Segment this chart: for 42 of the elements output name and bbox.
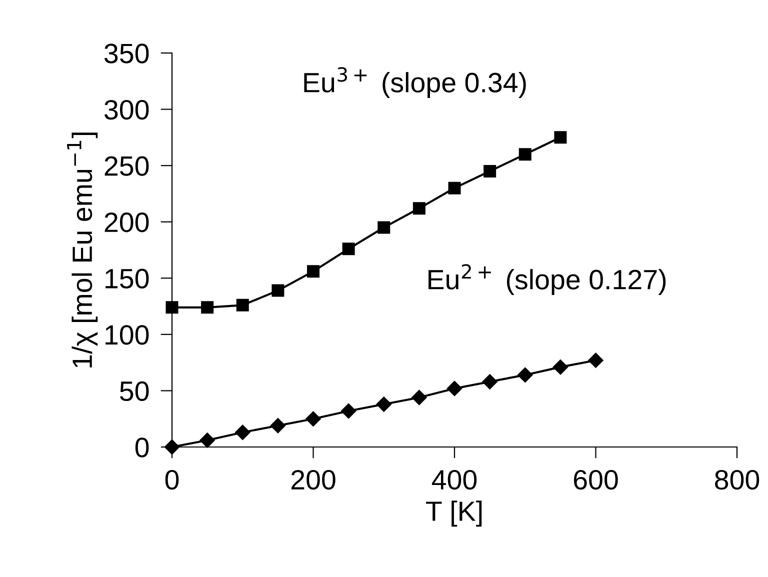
point [518,148,532,161]
point [164,439,180,455]
point [588,352,604,368]
point [412,202,426,215]
point [446,380,462,396]
y-tick-label: 100 [106,325,149,345]
point [376,396,392,412]
y-tick-label: 300 [104,100,149,120]
annotation: Eu$^{3+}$ (slope 0.34) [304,67,526,98]
y-axis-title: 1/χ [mol Eu emu$^{−1}$] [67,132,98,368]
point [166,301,178,314]
x-tick-label: 800 [715,470,760,490]
point [448,182,461,194]
y-tick-label: 150 [106,268,149,288]
point [554,131,567,144]
point [484,164,496,178]
point [270,418,286,434]
point [307,265,320,278]
annotation: Eu$^{2+}$ (slope 0.127) [428,264,666,295]
x-axis-title: T [K] [426,500,482,527]
point [378,221,390,234]
point [342,242,355,256]
y-tick-label: 200 [104,212,149,232]
y-tick-label: 250 [104,156,149,176]
x-tick-label: 200 [291,470,336,490]
point [552,360,568,375]
point [306,411,321,426]
point [340,403,356,419]
point [236,298,249,312]
point [235,424,250,440]
x-tick-label: 0 [165,470,179,490]
x-tick-label: 400 [432,470,477,490]
x-tick-label: 600 [574,470,618,490]
point [518,367,533,383]
y-tick-label: 50 [120,381,149,402]
point [272,284,284,297]
y-tick-label: 350 [104,44,149,64]
point [482,374,498,390]
point [201,301,214,314]
y-tick-label: 0 [135,438,149,458]
point [200,432,215,448]
point [412,390,427,406]
